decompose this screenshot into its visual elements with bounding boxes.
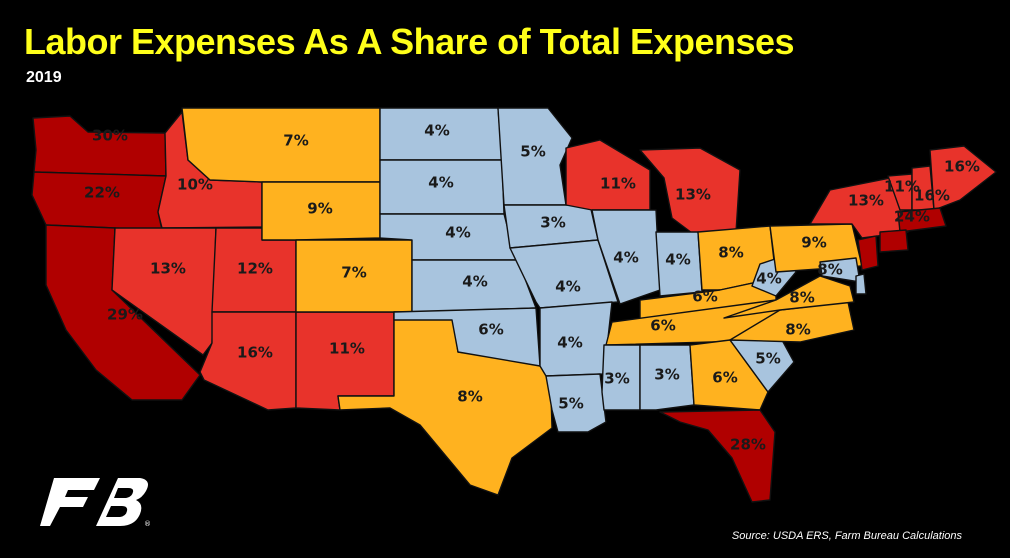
state-label-id: 10% — [177, 176, 213, 194]
state-label-ar: 4% — [557, 334, 582, 352]
state-label-wa: 30% — [92, 127, 128, 145]
state-label-ia: 3% — [540, 214, 565, 232]
state-ct — [879, 229, 909, 253]
state-al — [639, 344, 695, 411]
state-nv — [111, 227, 217, 356]
state-label-tx: 8% — [457, 388, 482, 406]
state-label-wv: 4% — [756, 270, 781, 288]
state-label-mn: 5% — [520, 143, 545, 161]
state-label-nh: 16% — [914, 187, 950, 205]
state-fl — [659, 409, 776, 503]
state-wy — [261, 181, 381, 241]
state-va — [723, 275, 855, 319]
svg-text:®: ® — [144, 520, 150, 528]
state-il — [591, 209, 661, 305]
state-label-pa: 9% — [801, 234, 826, 252]
state-label-ne: 4% — [445, 224, 470, 242]
source-note: Source: USDA ERS, Farm Bureau Calculatio… — [731, 530, 962, 542]
state-label-sd: 4% — [428, 174, 453, 192]
state-label-ky: 6% — [692, 288, 717, 306]
state-label-va: 8% — [789, 289, 814, 307]
state-label-wi: 11% — [600, 175, 636, 193]
state-ok — [393, 307, 541, 367]
state-label-al: 3% — [654, 366, 679, 384]
state-label-ks: 4% — [462, 273, 487, 291]
state-nj — [857, 235, 879, 271]
state-label-md: 8% — [817, 261, 842, 279]
state-label-ok: 6% — [478, 321, 503, 339]
state-label-in: 4% — [665, 251, 690, 269]
state-ga — [689, 339, 769, 411]
state-label-la: 5% — [558, 395, 583, 413]
state-label-oh: 8% — [718, 244, 743, 262]
state-label-me: 16% — [944, 158, 980, 176]
state-label-az: 16% — [237, 344, 273, 362]
state-la — [545, 373, 607, 433]
states-layer — [31, 107, 997, 503]
state-label-ms: 3% — [604, 370, 629, 388]
state-label-ut: 12% — [237, 260, 273, 278]
state-label-co: 7% — [341, 264, 366, 282]
labels-layer: 30%22%29%10%13% 12%16% 11%7%9%7%8%4%4%4%4%… — [84, 122, 980, 454]
year-subtitle: 2019 — [26, 69, 62, 86]
state-wa — [32, 115, 167, 177]
state-label-ma: 24% — [894, 208, 930, 226]
state-mt — [181, 107, 381, 183]
state-label-fl: 28% — [730, 436, 766, 454]
state-label-ny: 13% — [848, 192, 884, 210]
state-ms — [601, 344, 641, 411]
state-de — [855, 273, 867, 295]
page-title: Labor Expenses As A Share of Total Expen… — [24, 21, 795, 62]
state-ma — [897, 207, 947, 233]
state-label-sc: 5% — [755, 350, 780, 368]
state-label-nc: 8% — [785, 321, 810, 339]
state-label-il: 4% — [613, 249, 638, 267]
state-label-nv: 13% — [150, 260, 186, 278]
state-label-wy: 9% — [307, 200, 332, 218]
state-label-ca: 29% — [107, 306, 143, 324]
state-label-mo: 4% — [555, 278, 580, 296]
state-label-vt: 11% — [884, 178, 920, 196]
state-label-mi: 13% — [675, 186, 711, 204]
state-label-ga: 6% — [712, 369, 737, 387]
state-label-mt: 7% — [283, 132, 308, 150]
state-label-nm: 11% — [329, 340, 365, 358]
farm-bureau-logo-icon: ® — [40, 478, 150, 528]
state-me — [929, 145, 997, 211]
state-label-nd: 4% — [424, 122, 449, 140]
state-label-or: 22% — [84, 184, 120, 202]
state-label-tn: 6% — [650, 317, 675, 335]
state-ny — [809, 175, 909, 239]
